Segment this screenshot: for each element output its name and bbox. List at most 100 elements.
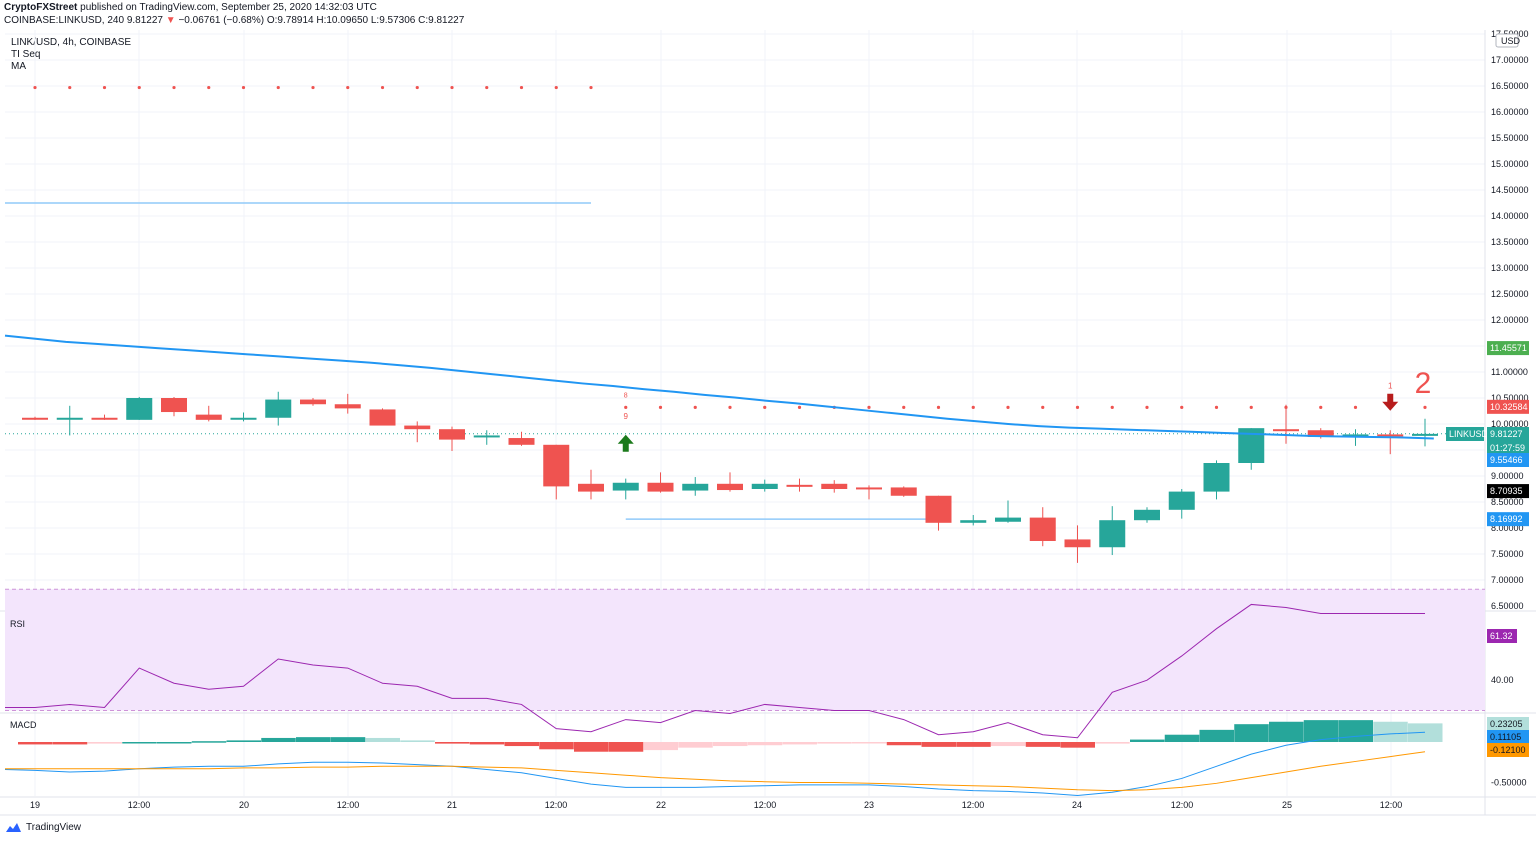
candle-body	[612, 482, 639, 491]
resistance-dot	[380, 85, 385, 90]
candle-body	[995, 517, 1021, 522]
macd-histogram-bar	[400, 740, 435, 742]
price-tick-label: 8.50000	[1491, 497, 1524, 507]
legend-indicator-tiseq[interactable]: TI Seq	[11, 49, 41, 60]
candle-body	[1307, 430, 1334, 437]
time-tick-label: 21	[447, 800, 457, 810]
header-l-label: L:	[370, 15, 380, 26]
down-triangle-icon: ▼	[165, 15, 176, 26]
macd-histogram-bar	[504, 742, 539, 747]
header-change: −0.06761 (−0.68%)	[178, 15, 265, 26]
resistance-dot	[1180, 405, 1184, 409]
macd-histogram-bar	[1095, 742, 1130, 744]
macd-histogram-bar	[886, 742, 922, 746]
candle-body	[22, 417, 48, 420]
macd-label[interactable]: MACD	[10, 720, 37, 730]
resistance-dot	[1319, 405, 1323, 409]
symbol-price-tag-label: LINKUSD	[1449, 429, 1489, 439]
price-tag	[1487, 453, 1529, 467]
candle-body	[126, 398, 153, 420]
header-line-1: CryptoFXStreet published on TradingView.…	[4, 2, 464, 14]
resistance-dot	[1214, 405, 1219, 409]
macd-histogram-bar	[643, 742, 678, 751]
header-close: 9.81227	[428, 15, 465, 26]
price-tick-label: 7.00000	[1491, 575, 1524, 585]
resistance-dot	[1006, 405, 1010, 409]
candle-body	[925, 495, 952, 523]
candle-body	[856, 487, 882, 490]
time-tick-label: 12:00	[962, 800, 985, 810]
resistance-dot	[311, 85, 315, 90]
time-tick-label: 19	[30, 800, 40, 810]
macd-histogram-bar	[1060, 742, 1095, 748]
macd-histogram-bar	[539, 742, 574, 750]
macd-histogram-bar	[296, 737, 331, 742]
price-tick-label: 15.50000	[1491, 133, 1529, 143]
sell-arrow-icon	[1382, 393, 1399, 411]
candle-body	[1412, 433, 1438, 436]
candle-body	[1134, 509, 1160, 521]
legend-indicator-ma[interactable]: MA	[11, 61, 26, 72]
candle-body	[751, 483, 778, 489]
time-tick-label: 24	[1072, 800, 1082, 810]
candle-body	[1099, 520, 1126, 548]
macd-line	[4, 731, 1426, 796]
candle-body	[578, 483, 604, 492]
time-tick-label: 23	[864, 800, 874, 810]
header-last: 9.81227	[126, 15, 163, 26]
rsi-value-tag	[1487, 629, 1517, 643]
rsi-line	[5, 603, 1425, 739]
candle-body	[1342, 434, 1369, 437]
resistance-dot	[763, 405, 767, 409]
resistance-dot	[33, 85, 37, 90]
resistance-dot	[728, 405, 732, 409]
price-tick-label: 9.00000	[1491, 471, 1524, 481]
price-tag	[1487, 484, 1529, 499]
candle-body	[508, 438, 535, 445]
price-tag-label: 8.70935	[1490, 486, 1523, 496]
price-tick-label: 6.50000	[1491, 601, 1524, 611]
chart-header: CryptoFXStreet published on TradingView.…	[4, 2, 464, 27]
header-author[interactable]: CryptoFXStreet	[4, 2, 78, 13]
candle-body	[1377, 434, 1404, 437]
resistance-dot	[1423, 405, 1427, 409]
macd-histogram-bar	[122, 742, 157, 744]
tradingview-cloud-icon	[6, 823, 21, 832]
tradingview-logo[interactable]: TradingView	[4, 821, 81, 833]
header-open: 9.78914	[277, 15, 314, 26]
resistance-dot	[624, 405, 628, 409]
price-tag	[1487, 441, 1529, 455]
candle-body	[960, 520, 987, 523]
macd-histogram-bar	[852, 742, 887, 744]
currency-box[interactable]	[1495, 33, 1519, 48]
resistance-dot	[102, 85, 107, 90]
resistance-dot	[658, 405, 663, 409]
legend-symbol[interactable]: LINK/USD, 4h, COINBASE	[11, 37, 132, 48]
candle-body	[821, 483, 848, 489]
chart-grid	[5, 30, 1485, 796]
macd-histogram-bar	[1164, 734, 1200, 742]
candle-body	[369, 409, 396, 426]
candle-body	[682, 483, 709, 491]
footer-brand: TradingView	[26, 821, 82, 833]
macd-histogram-bar	[52, 742, 88, 745]
header-published: published on TradingView.com, September …	[80, 2, 377, 13]
resistance-dot	[1075, 405, 1080, 409]
price-tag	[1487, 341, 1529, 356]
currency-label: USD	[1501, 36, 1521, 46]
macd-histogram-bar	[18, 742, 53, 745]
candle-body	[1168, 491, 1195, 510]
annotation-big-label: 2	[1415, 367, 1432, 400]
price-tag-label: 8.16992	[1490, 514, 1523, 524]
rsi-label[interactable]: RSI	[10, 619, 25, 629]
candle-body	[265, 399, 292, 418]
candle-body	[334, 404, 361, 409]
macd-histogram-bar	[747, 742, 783, 746]
macd-histogram-bar	[991, 742, 1026, 747]
macd-histogram-bar	[1025, 742, 1061, 747]
macd-tick-label: -0.50000	[1491, 778, 1527, 788]
macd-histogram-bar	[1338, 720, 1373, 742]
signal-line	[5, 751, 1426, 792]
macd-value-label: -0.12100	[1490, 745, 1526, 755]
